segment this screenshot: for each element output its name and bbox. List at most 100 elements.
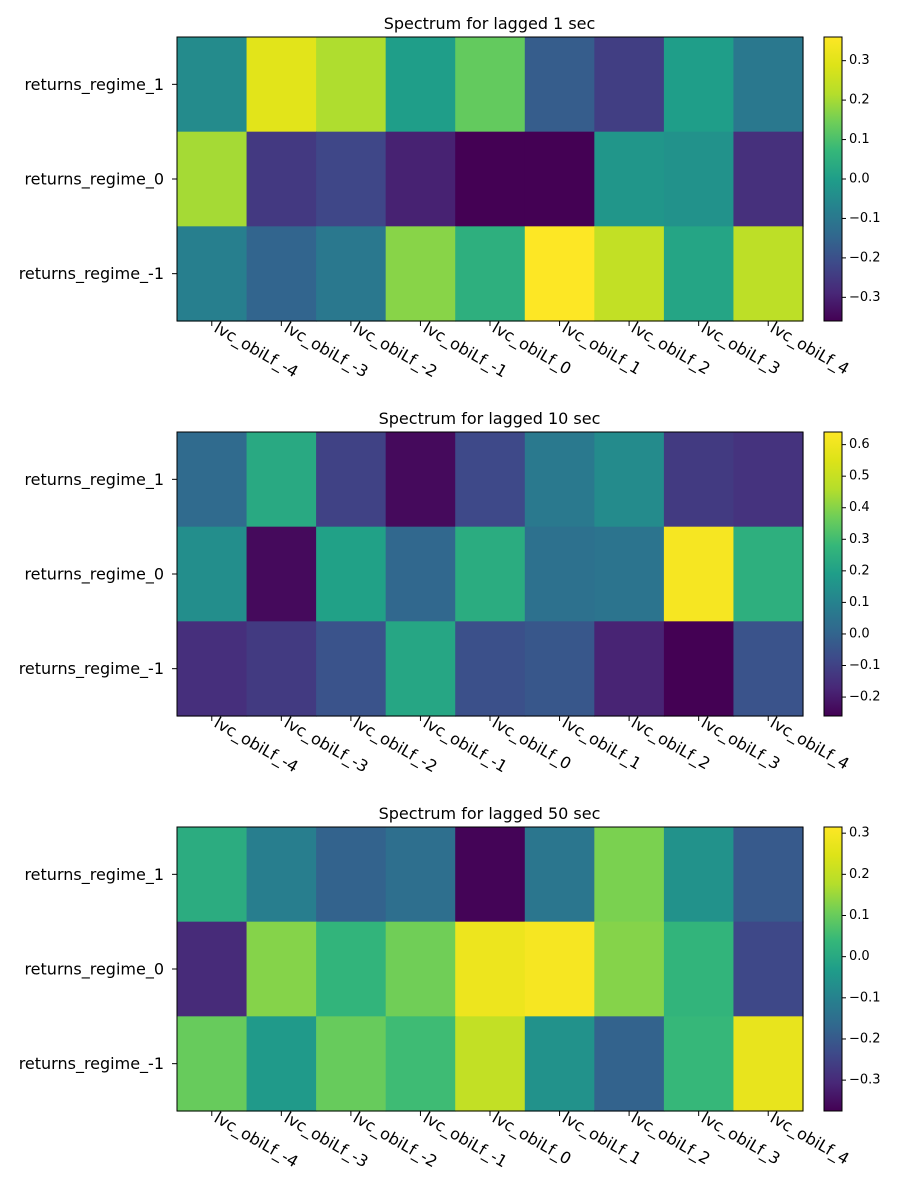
heatmap-cell	[246, 921, 317, 1017]
heatmap-cell	[385, 432, 456, 528]
heatmap-cell	[177, 827, 248, 923]
colorbar-tick-label: 0.4	[849, 500, 870, 515]
heatmap-cell	[385, 131, 456, 227]
panel-1-xtick-label: lvc_obiLf_2	[628, 318, 714, 379]
panel-1-title: Spectrum for lagged 1 sec	[384, 14, 596, 33]
panel-3-colorbar-ticks: 0.3 0.2 0.1 0.0 −0.1 −0.2 −0.3	[842, 826, 881, 1088]
colorbar-tick-label: 0.3	[849, 532, 870, 547]
heatmap-cell	[455, 526, 526, 622]
colorbar-tick-label: −0.1	[849, 658, 881, 673]
colorbar-tick-label: 0.1	[849, 908, 870, 923]
heatmap-cell	[385, 921, 456, 1017]
panel-3-ytick-label: returns_regime_1	[24, 865, 164, 885]
heatmap-cell	[246, 621, 317, 717]
heatmap-cell	[316, 37, 387, 133]
heatmap-cell	[594, 432, 665, 528]
heatmap-cell	[177, 432, 248, 528]
colorbar-tick-label: 0.2	[849, 563, 870, 578]
heatmap-cell	[455, 37, 526, 133]
heatmap-cell	[385, 226, 456, 322]
heatmap-cell	[733, 621, 804, 717]
panel-1-cells	[177, 37, 804, 322]
heatmap-cell	[524, 226, 595, 322]
panel-1-x-ticks: lvc_obiLf_-4 lvc_obiLf_-3 lvc_obiLf_-2 l…	[211, 318, 853, 382]
heatmap-cell	[733, 226, 804, 322]
heatmap-cell	[455, 131, 526, 227]
heatmap-cell	[316, 921, 387, 1017]
panel-1-ytick-label: returns_regime_1	[24, 75, 164, 95]
heatmap-cell	[524, 1016, 595, 1112]
colorbar-tick-label: 0.0	[849, 626, 870, 641]
heatmap-cell	[594, 131, 665, 227]
heatmap-cell	[663, 1016, 735, 1112]
heatmap-cell	[663, 921, 735, 1017]
heatmap-cell	[316, 226, 387, 322]
colorbar-tick-label: −0.1	[849, 990, 881, 1005]
heatmap-cell	[663, 432, 735, 528]
panel-3-xtick-label: lvc_obiLf_2	[628, 1108, 714, 1169]
heatmap-cell	[524, 621, 595, 717]
panel-2-ytick-label: returns_regime_1	[24, 470, 164, 490]
panel-3-cells	[177, 827, 804, 1112]
heatmap-cell	[663, 37, 735, 133]
heatmap-cell	[524, 37, 595, 133]
colorbar-tick-label: 0.5	[849, 469, 870, 484]
panel-3-xtick-label: lvc_obiLf_4	[767, 1108, 853, 1169]
heatmap-cell	[594, 827, 665, 923]
heatmap-cell	[316, 526, 387, 622]
colorbar-tick-label: 0.0	[849, 172, 870, 187]
colorbar-tick-label: 0.6	[849, 437, 870, 452]
heatmap-cell	[455, 226, 526, 322]
heatmap-cell	[177, 526, 248, 622]
panel-2-ytick-label: returns_regime_0	[24, 565, 164, 585]
heatmap-cell	[733, 921, 804, 1017]
heatmap-cell	[455, 921, 526, 1017]
panel-1-colorbar: 0.3 0.2 0.1 0.0 −0.1 −0.2 −0.3	[823, 36, 881, 322]
colorbar-tick-label: 0.1	[849, 595, 870, 610]
colorbar-tick-label: 0.3	[849, 826, 870, 841]
heatmap-cell	[733, 131, 804, 227]
panel-1-ytick-label: returns_regime_0	[24, 170, 164, 190]
heatmap-cell	[524, 131, 595, 227]
heatmap-cell	[733, 1016, 804, 1112]
heatmap-cell	[455, 827, 526, 923]
panel-2-x-ticks: lvc_obiLf_-4 lvc_obiLf_-3 lvc_obiLf_-2 l…	[211, 713, 853, 777]
panel-2-colorbar-gradient	[823, 431, 843, 717]
heatmap-cell	[663, 131, 735, 227]
panel-3-ytick-label: returns_regime_0	[24, 960, 164, 980]
heatmap-cell	[733, 526, 804, 622]
panel-2-colorbar: 0.6 0.5 0.4 0.3 0.2 0.1 0.0 −0.1 −0.2	[823, 431, 881, 717]
heatmap-cell	[177, 131, 248, 227]
panel-1-y-ticks: returns_regime_1 returns_regime_0 return…	[19, 75, 164, 284]
panel-3-y-ticks: returns_regime_1 returns_regime_0 return…	[19, 865, 164, 1074]
heatmap-cell	[594, 226, 665, 322]
heatmap-cell	[733, 827, 804, 923]
heatmap-cell	[385, 621, 456, 717]
colorbar-tick-label: −0.2	[849, 690, 881, 705]
panel-1-xtick-label: lvc_obiLf_4	[767, 318, 853, 379]
panel-2-title: Spectrum for lagged 10 sec	[379, 409, 601, 428]
panel-3-ytick-label: returns_regime_-1	[19, 1054, 164, 1074]
heatmap-cell	[594, 526, 665, 622]
heatmap-cell	[177, 37, 248, 133]
colorbar-tick-label: −0.2	[849, 250, 881, 265]
panel-3-colorbar-gradient	[823, 826, 843, 1112]
heatmap-cell	[385, 827, 456, 923]
colorbar-tick-label: −0.2	[849, 1031, 881, 1046]
heatmap-cell	[316, 131, 387, 227]
heatmap-panel-1: Spectrum for lagged 1 sec returns_regime…	[19, 14, 881, 382]
panel-2-xtick-label: lvc_obiLf_2	[628, 713, 714, 774]
heatmap-cell	[455, 621, 526, 717]
panel-3-x-ticks: lvc_obiLf_-4 lvc_obiLf_-3 lvc_obiLf_-2 l…	[211, 1108, 853, 1172]
heatmap-cell	[594, 621, 665, 717]
heatmap-cell	[385, 526, 456, 622]
panel-2-colorbar-ticks: 0.6 0.5 0.4 0.3 0.2 0.1 0.0 −0.1 −0.2	[842, 437, 881, 705]
heatmap-cell	[663, 621, 735, 717]
heatmap-cell	[177, 921, 248, 1017]
panel-1-colorbar-gradient	[823, 36, 843, 322]
heatmap-cell	[316, 827, 387, 923]
heatmap-cell	[246, 827, 317, 923]
heatmap-cell	[316, 621, 387, 717]
panel-1-ytick-label: returns_regime_-1	[19, 264, 164, 284]
